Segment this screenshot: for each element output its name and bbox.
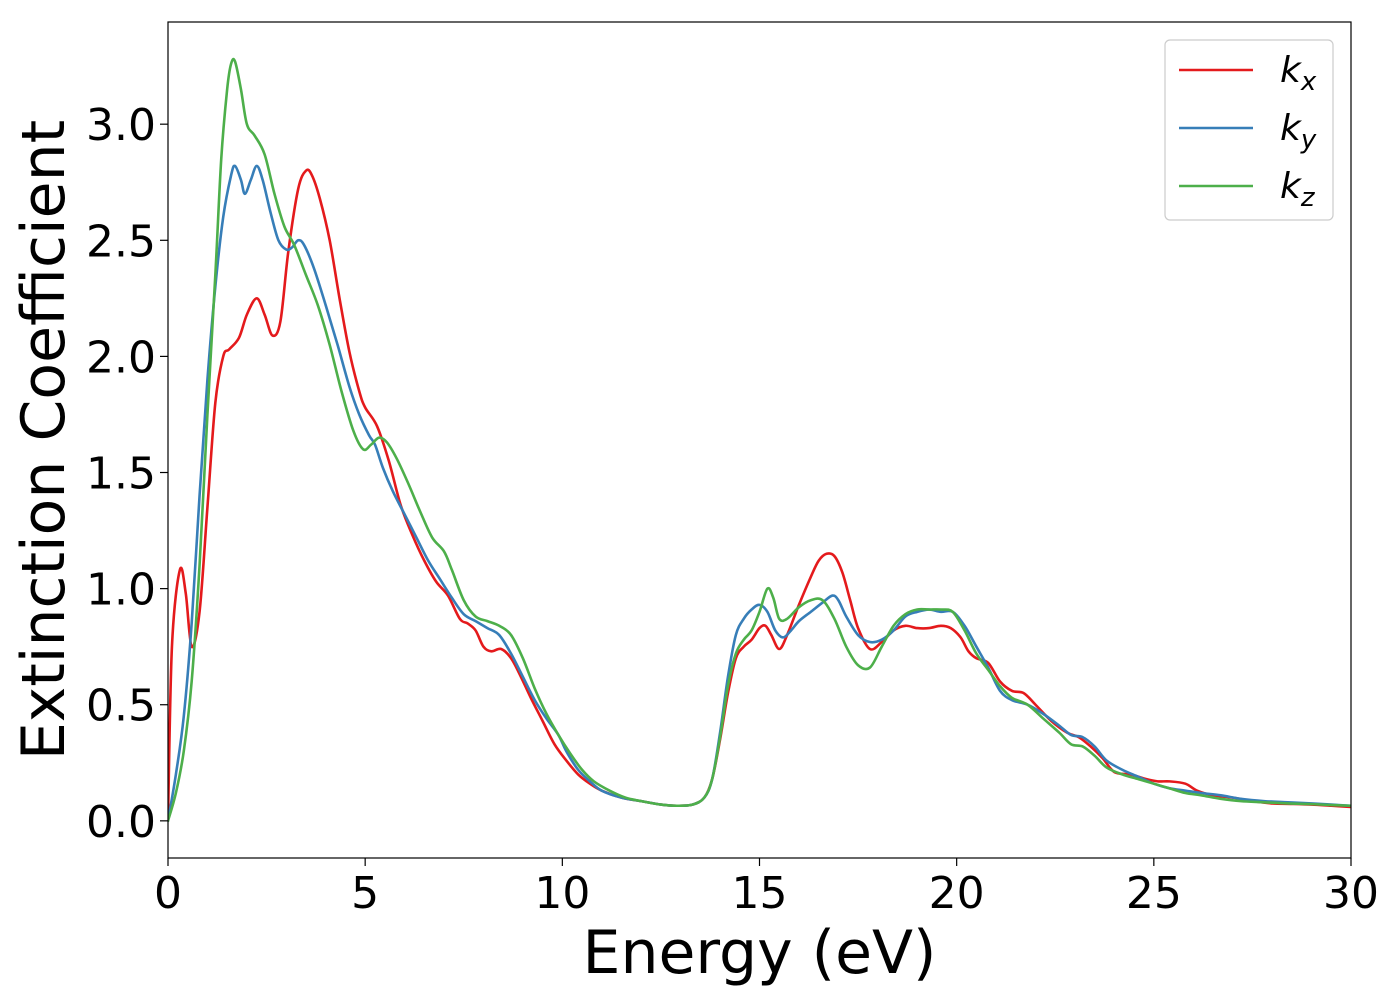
x-tick-label: 30	[1323, 868, 1379, 919]
y-axis: 0.0 0.5 1.0 1.5 2.0 2.5 3.0	[86, 100, 168, 848]
series-layer	[168, 57, 1351, 823]
legend-label-ky: ky	[1280, 108, 1317, 155]
y-tick-label: 1.5	[86, 449, 156, 500]
x-tick-label: 20	[929, 868, 985, 919]
legend: kx ky kz	[1164, 39, 1334, 221]
y-tick-label: 1.0	[86, 565, 156, 616]
x-tick-label: 25	[1126, 868, 1182, 919]
y-tick-label: 3.0	[86, 100, 156, 151]
y-tick-label: 2.5	[86, 216, 156, 267]
plot-area	[168, 22, 1351, 858]
legend-label-kx: kx	[1280, 50, 1317, 97]
x-tick-label: 10	[534, 868, 590, 919]
legend-label-kz: kz	[1280, 166, 1316, 213]
series-line-kz	[168, 57, 1351, 823]
x-axis: 0 5 10 15 20 25 30	[154, 858, 1379, 919]
y-axis-label: Extinction Coefficient	[9, 120, 79, 760]
x-tick-label: 0	[154, 868, 182, 919]
x-axis-label: Energy (eV)	[583, 918, 937, 988]
x-tick-label: 15	[732, 868, 788, 919]
y-tick-label: 0.0	[86, 797, 156, 848]
y-tick-label: 0.5	[86, 681, 156, 732]
x-tick-label: 5	[351, 868, 379, 919]
y-tick-label: 2.0	[86, 332, 156, 383]
legend-box	[1164, 39, 1334, 221]
